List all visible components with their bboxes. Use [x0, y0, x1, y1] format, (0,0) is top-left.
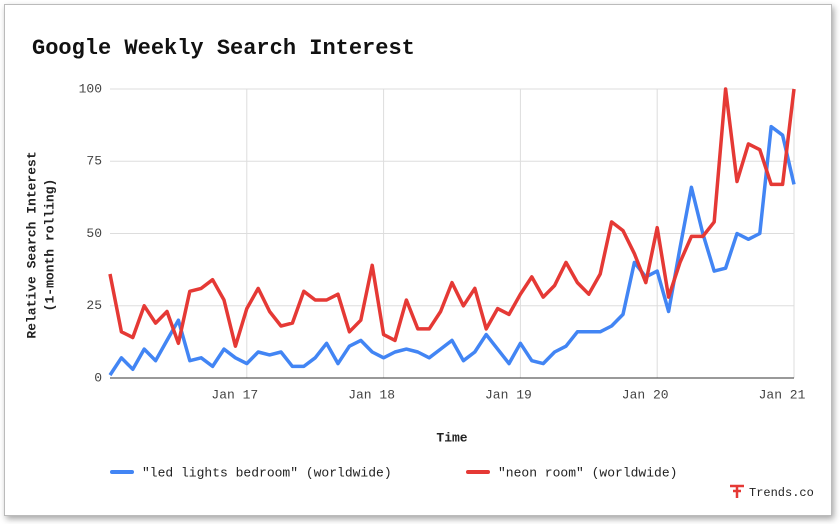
x-tick-label: Jan 17	[211, 387, 258, 402]
y-tick-label: 50	[86, 226, 102, 241]
y-tick-label: 25	[86, 298, 102, 313]
series-line	[108, 87, 796, 348]
y-axis-subtitle: (1-month rolling)	[42, 179, 57, 312]
watermark-logo	[730, 484, 744, 498]
x-tick-label: Jan 19	[485, 387, 532, 402]
legend-label: "neon room" (worldwide)	[498, 465, 677, 480]
y-axis-title: Relative Search Interest	[24, 151, 39, 338]
watermark: Trends.co	[730, 484, 814, 500]
watermark-text: Trends.co	[749, 486, 814, 500]
x-tick-label: Jan 18	[348, 387, 395, 402]
series-line	[108, 124, 796, 377]
chart-title: Google Weekly Search Interest	[32, 36, 415, 61]
y-tick-label: 100	[79, 81, 102, 96]
legend-label: "led lights bedroom" (worldwide)	[142, 465, 392, 480]
x-tick-label: Jan 20	[622, 387, 669, 402]
y-tick-label: 75	[86, 154, 102, 169]
y-tick-label: 0	[94, 370, 102, 385]
x-tick-label: Jan 21	[759, 387, 806, 402]
x-axis-title: Time	[436, 430, 467, 445]
